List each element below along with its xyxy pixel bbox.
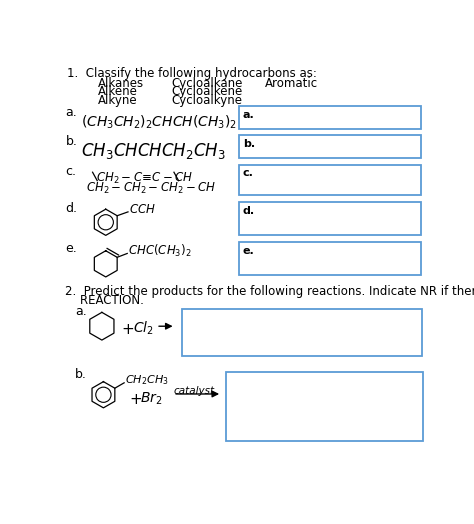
Text: Alkanes: Alkanes [98,77,144,90]
Bar [239,242,421,275]
Text: +: + [129,392,142,408]
Text: c.: c. [65,165,76,178]
Bar [239,135,421,158]
Text: REACTION.: REACTION. [65,294,144,307]
Text: Aromatic: Aromatic [264,77,318,90]
Text: $CH_2CH_3$: $CH_2CH_3$ [125,374,169,387]
Text: catalyst: catalyst [174,386,215,396]
Text: d.: d. [243,206,255,216]
Text: Alkyne: Alkyne [98,94,137,107]
Text: 2.  Predict the products for the following reactions. Indicate NR if there is NO: 2. Predict the products for the followin… [65,285,474,298]
Text: $CHC(CH_3)_2$: $CHC(CH_3)_2$ [128,243,191,259]
Text: b.: b. [243,139,255,149]
Text: Alkene: Alkene [98,85,138,98]
Text: e.: e. [243,246,255,256]
Text: a.: a. [75,304,86,318]
Text: $(CH_3CH_2)_2CHCH(CH_3)_2$: $(CH_3CH_2)_2CHCH(CH_3)_2$ [81,114,237,131]
Text: c.: c. [243,168,254,178]
Text: $CH_2-C\!\equiv\!C-CH$: $CH_2-C\!\equiv\!C-CH$ [96,171,194,186]
Bar [239,165,421,195]
Text: $CH_2-CH_2-CH_2-CH$: $CH_2-CH_2-CH_2-CH$ [86,181,216,196]
Text: b.: b. [75,368,87,381]
Bar [239,202,421,235]
Bar [239,106,421,129]
Text: Cycloalkyne: Cycloalkyne [172,94,243,107]
Text: Cycloalkane: Cycloalkane [172,77,243,90]
Text: Cycloalkene: Cycloalkene [172,85,243,98]
Text: 1.  Classify the following hydrocarbons as:: 1. Classify the following hydrocarbons a… [67,68,317,81]
Text: a.: a. [65,106,77,119]
Text: d.: d. [65,202,77,215]
Text: $CH_3CHCHCH_2CH_3$: $CH_3CHCHCH_2CH_3$ [81,141,226,161]
Text: b.: b. [65,135,77,148]
Bar [226,372,423,441]
Text: e.: e. [65,242,77,255]
Text: $Cl_2$: $Cl_2$ [133,320,154,337]
Text: +: + [121,322,134,336]
Text: $Br_2$: $Br_2$ [140,391,162,407]
Text: a.: a. [243,110,255,120]
Text: $CCH$: $CCH$ [129,203,156,216]
Bar [182,309,422,356]
